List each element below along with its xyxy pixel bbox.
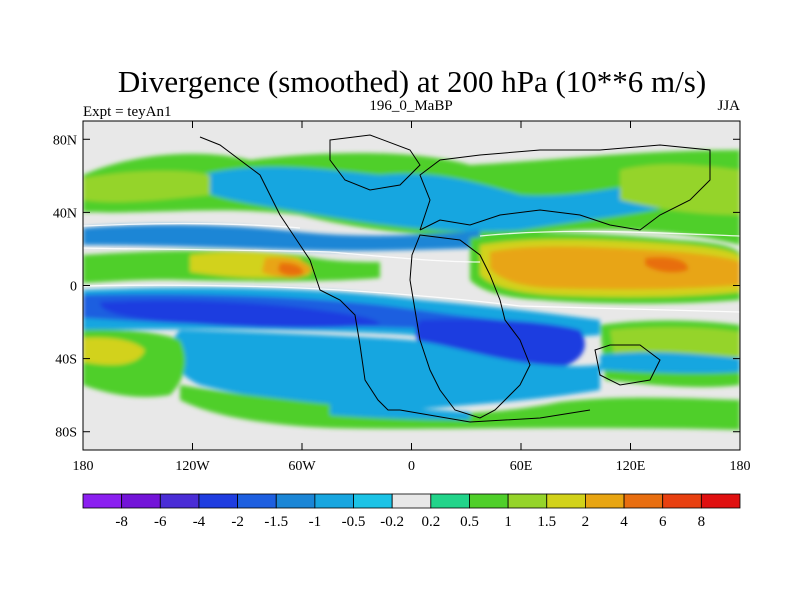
colorbar-label: 6 — [659, 514, 667, 530]
colorbar-swatch — [700, 493, 741, 509]
x-tick-label: 0 — [408, 459, 415, 474]
south-tropic-darkblue — [100, 300, 380, 328]
colorbar-label: 0.5 — [460, 514, 479, 530]
season-label: JJA — [717, 98, 740, 114]
coastline-antarctic-arc — [399, 409, 591, 423]
colorbar-swatch — [198, 493, 238, 509]
coastline-africa — [409, 234, 531, 419]
colorbar-label: -6 — [154, 514, 167, 530]
colorbar-swatch — [546, 493, 586, 509]
time-label: 196_0_MaBP — [369, 98, 452, 114]
colorbar-swatch — [275, 493, 316, 509]
south-pacific-cyan — [600, 352, 740, 374]
y-axis-ticks: 80N 40N 0 40S 80S — [53, 133, 740, 441]
experiment-label: Expt = teyAn1 — [83, 104, 171, 120]
y-tick-label: 80S — [55, 426, 77, 441]
coastline-greenland — [329, 134, 421, 191]
colorbar-label: -8 — [115, 514, 128, 530]
colorbar-label: -1 — [309, 514, 322, 530]
colorbar-swatch — [237, 493, 277, 509]
colorbar-swatch — [430, 493, 470, 509]
colorbar-swatch — [121, 493, 161, 509]
colorbar-swatch — [507, 493, 548, 509]
colorbar-label: -1.5 — [264, 514, 288, 530]
southern-green-band — [180, 385, 740, 430]
y-tick-label: 0 — [70, 280, 77, 295]
contour-lines — [83, 222, 740, 313]
coastline-americas — [199, 136, 400, 411]
chart-title: Divergence (smoothed) at 200 hPa (10**6 … — [118, 64, 706, 99]
divergence-field — [83, 121, 740, 450]
colorbar-label: 4 — [620, 514, 628, 530]
colorbar-swatch — [662, 493, 702, 509]
colorbar-swatch — [353, 493, 393, 509]
colorbar-label: -0.5 — [342, 514, 366, 530]
south-cyan-region — [171, 330, 600, 410]
x-tick-label: 120W — [175, 459, 210, 474]
coastline-australia — [594, 344, 661, 386]
asia-orange-region — [490, 246, 740, 290]
colorbar-swatch — [159, 493, 200, 509]
colorbar-swatch — [469, 493, 509, 509]
y-tick-label: 80N — [53, 133, 77, 148]
colorbar-label: 8 — [698, 514, 706, 530]
asia-red-blob — [645, 257, 689, 273]
x-tick-label: 60E — [510, 459, 533, 474]
colorbar-label: 0.2 — [421, 514, 440, 530]
colorbar-swatch — [585, 493, 625, 509]
colorbar-label: -2 — [231, 514, 244, 530]
x-tick-label: 180 — [73, 459, 94, 474]
colorbar-label: -4 — [193, 514, 206, 530]
x-axis-ticks: 180 120W 60W 0 60E 120E 180 — [73, 121, 751, 474]
coastlines — [199, 134, 711, 423]
colorbar-swatch — [314, 493, 354, 509]
coastline-eurasia — [419, 144, 711, 231]
colorbar-label: -0.2 — [380, 514, 404, 530]
colorbar: -8 -6 -4 -2 -1.5 -1 -0.5 -0.2 0.2 0.5 1 1.5 2 4 6 8 — [82, 493, 741, 530]
south-yellow-blob — [83, 337, 145, 365]
north-cyan-band — [200, 167, 700, 232]
north-subtropic-blue — [83, 224, 480, 251]
colorbar-label: 1 — [504, 514, 512, 530]
tropical-red-blob — [278, 262, 304, 276]
north-yellow-band — [83, 170, 210, 203]
colorbar-swatch — [82, 493, 123, 509]
colorbar-swatch — [623, 493, 664, 509]
x-tick-label: 180 — [730, 459, 751, 474]
colorbar-label: 2 — [582, 514, 590, 530]
colorbar-label: 1.5 — [537, 514, 556, 530]
y-tick-label: 40S — [55, 353, 77, 368]
y-tick-label: 40N — [53, 206, 77, 221]
x-tick-label: 120E — [616, 459, 646, 474]
x-tick-label: 60W — [288, 459, 316, 474]
colorbar-swatch — [391, 493, 432, 509]
